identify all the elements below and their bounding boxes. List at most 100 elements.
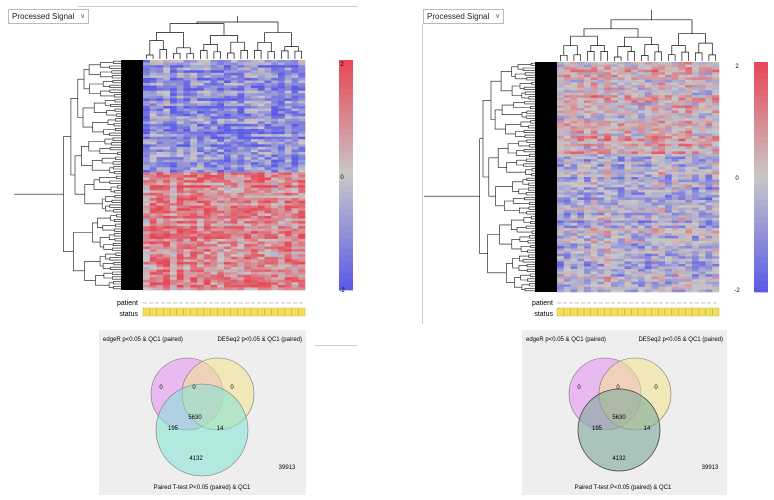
- color-scale-step: [339, 192, 353, 199]
- heatmap-cell: [170, 261, 178, 265]
- heatmap-cell: [244, 83, 252, 86]
- venn-set-ttest[interactable]: [155, 383, 249, 477]
- heatmap-cell: [563, 205, 571, 208]
- heatmap-cell: [298, 251, 306, 255]
- dendrogram-branch: [114, 238, 121, 242]
- heatmap-cell: [611, 238, 619, 242]
- heatmap-cell: [176, 256, 184, 260]
- heatmap-cell: [644, 169, 652, 173]
- heatmap-cell: [665, 85, 673, 88]
- heatmap-cell: [590, 74, 598, 78]
- heatmap-cell: [597, 212, 605, 216]
- color-scale-step: [339, 203, 353, 210]
- heatmap-cell: [611, 90, 619, 93]
- heatmap-cell: [698, 171, 706, 175]
- heatmap-cell: [604, 251, 612, 254]
- heatmap-cell: [224, 226, 232, 229]
- dendrogram-branch: [116, 113, 121, 117]
- signal-dropdown-left[interactable]: Processed Signal ∨: [8, 9, 90, 24]
- heatmap-cell: [210, 100, 218, 104]
- heatmap-cell: [671, 151, 679, 155]
- heatmap-cell: [257, 88, 265, 91]
- heatmap-cell: [570, 64, 578, 68]
- heatmap-cell: [611, 67, 619, 70]
- heatmap-cell: [631, 151, 639, 155]
- heatmap-cell: [611, 164, 619, 168]
- heatmap-cell: [251, 221, 259, 224]
- heatmap-cell: [644, 159, 652, 162]
- dendrogram-branch: [523, 217, 532, 223]
- heatmap-cell: [298, 121, 306, 125]
- heatmap-cell: [692, 256, 700, 260]
- heatmap-cell: [143, 264, 151, 268]
- heatmap-cell: [570, 200, 578, 203]
- heatmap-cell: [624, 246, 632, 249]
- dendrogram-branch: [73, 232, 93, 272]
- heatmap-cell: [557, 161, 565, 165]
- heatmap-cell: [631, 253, 639, 257]
- heatmap-cell: [705, 217, 713, 221]
- heatmap-cell: [665, 102, 673, 106]
- heatmap-cell: [644, 138, 652, 142]
- heatmap-cell: [251, 85, 259, 89]
- heatmap-cell: [712, 179, 720, 183]
- heatmap-cell: [570, 120, 578, 124]
- heatmap-cell: [604, 284, 612, 288]
- heatmap-cell: [604, 215, 612, 219]
- heatmap-cell: [257, 67, 265, 71]
- heatmap-cell: [244, 231, 252, 235]
- color-scale-step: [339, 249, 353, 256]
- heatmap-cell: [692, 87, 700, 91]
- heatmap-cell: [651, 225, 659, 229]
- heatmap-cell: [644, 156, 652, 160]
- heatmap-cell: [217, 72, 225, 76]
- heatmap-cell: [271, 192, 279, 196]
- heatmap-cell: [170, 95, 178, 99]
- heatmap-cell: [264, 246, 272, 250]
- heatmap-cell: [183, 121, 191, 125]
- heatmap-cell: [237, 167, 245, 171]
- heatmap-cell: [624, 197, 632, 201]
- heatmap-cell: [557, 67, 565, 70]
- heatmap-cell: [257, 267, 265, 270]
- heatmap-cell: [271, 182, 279, 186]
- heatmap-cell: [712, 82, 720, 86]
- heatmap-cell: [224, 208, 232, 212]
- heatmap-cell: [197, 93, 205, 97]
- heatmap-cell: [692, 189, 700, 193]
- heatmap-cell: [631, 136, 639, 139]
- heatmap-cell: [251, 62, 259, 66]
- heatmap-cell: [631, 164, 639, 168]
- heatmap-cell: [143, 154, 151, 158]
- signal-dropdown-right[interactable]: Processed Signal ∨: [423, 9, 505, 24]
- heatmap-cell: [197, 241, 205, 245]
- heatmap-cell: [617, 148, 625, 152]
- heatmap-cell: [685, 286, 693, 290]
- heatmap-cell: [298, 75, 306, 79]
- heatmap-cell: [698, 102, 706, 106]
- heatmap-cell: [617, 67, 625, 70]
- heatmap-cell: [237, 195, 245, 199]
- heatmap-cell: [631, 87, 639, 91]
- heatmap-cell: [624, 182, 632, 185]
- heatmap-cell: [264, 256, 272, 260]
- heatmap-cell: [658, 182, 666, 185]
- heatmap-cell: [584, 177, 592, 180]
- heatmap-cell: [665, 105, 673, 109]
- heatmap-cell: [156, 72, 164, 76]
- heatmap-cell: [156, 162, 164, 166]
- heatmap-cell: [156, 172, 164, 176]
- heatmap-cell: [284, 175, 292, 178]
- heatmap-cell: [563, 118, 571, 122]
- row-dendrogram: [424, 62, 557, 292]
- dendrogram-branch: [529, 144, 535, 148]
- heatmap-cell: [163, 60, 171, 63]
- heatmap-cell: [271, 111, 279, 114]
- heatmap-cell: [604, 151, 612, 155]
- heatmap-cell: [156, 144, 164, 148]
- heatmap-cell: [298, 62, 306, 66]
- heatmap-cell: [611, 79, 619, 83]
- venn-set-ttest[interactable]: [577, 388, 661, 472]
- heatmap-cell: [163, 287, 171, 291]
- heatmap-cell: [271, 251, 279, 255]
